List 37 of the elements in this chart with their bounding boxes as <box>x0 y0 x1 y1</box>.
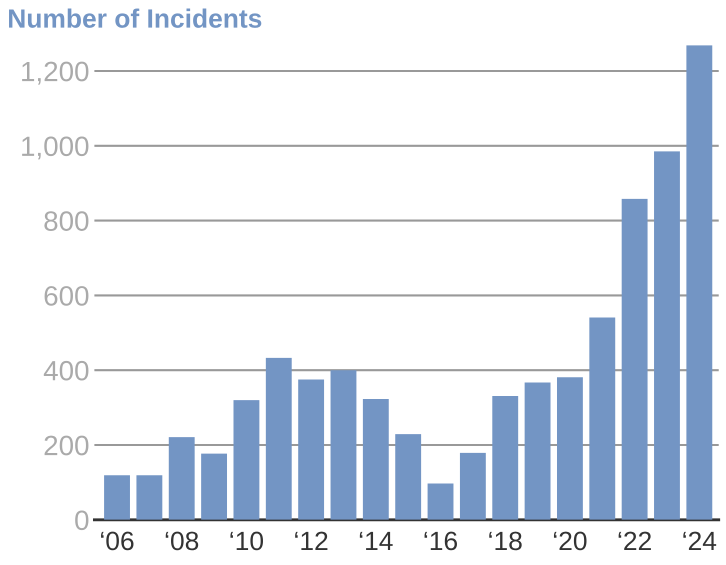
x-tick-label: ‘22 <box>618 532 651 550</box>
y-tick-label: 800 <box>44 211 88 231</box>
bar <box>201 454 228 520</box>
bar <box>104 475 130 520</box>
y-tick-label: 400 <box>44 360 88 381</box>
bar <box>298 380 324 520</box>
x-tick-label: ‘06 <box>101 532 134 550</box>
bar <box>556 377 583 520</box>
bar <box>168 437 195 520</box>
chart-title: Number of Incidents <box>9 8 262 28</box>
x-tick-label: ‘18 <box>489 532 522 550</box>
bar <box>654 151 680 520</box>
x-tick-label: ‘08 <box>166 532 198 550</box>
bar <box>266 358 292 520</box>
y-tick-label: 600 <box>44 286 88 306</box>
x-tick-label: ‘20 <box>554 532 587 550</box>
bar <box>428 484 454 520</box>
x-tick-label: ‘10 <box>230 532 264 550</box>
bar <box>492 396 518 520</box>
x-tick-label: ‘12 <box>295 532 328 550</box>
y-tick-label: 1,000 <box>22 136 88 160</box>
bar <box>622 198 648 520</box>
bar <box>524 382 551 520</box>
x-tick-label: ‘14 <box>360 532 393 550</box>
bar <box>589 317 616 520</box>
x-tick-label: ‘24 <box>683 532 716 550</box>
y-tick-label: 200 <box>44 436 88 456</box>
bar <box>686 45 712 520</box>
bar <box>460 452 486 520</box>
bar <box>395 434 422 520</box>
bar <box>330 370 356 520</box>
y-tick-label: 1,200 <box>22 62 88 85</box>
bar <box>362 399 389 520</box>
x-tick-label: ‘16 <box>424 532 457 550</box>
bar <box>233 400 260 520</box>
y-tick-label: 0 <box>75 510 88 530</box>
bar <box>136 475 162 520</box>
